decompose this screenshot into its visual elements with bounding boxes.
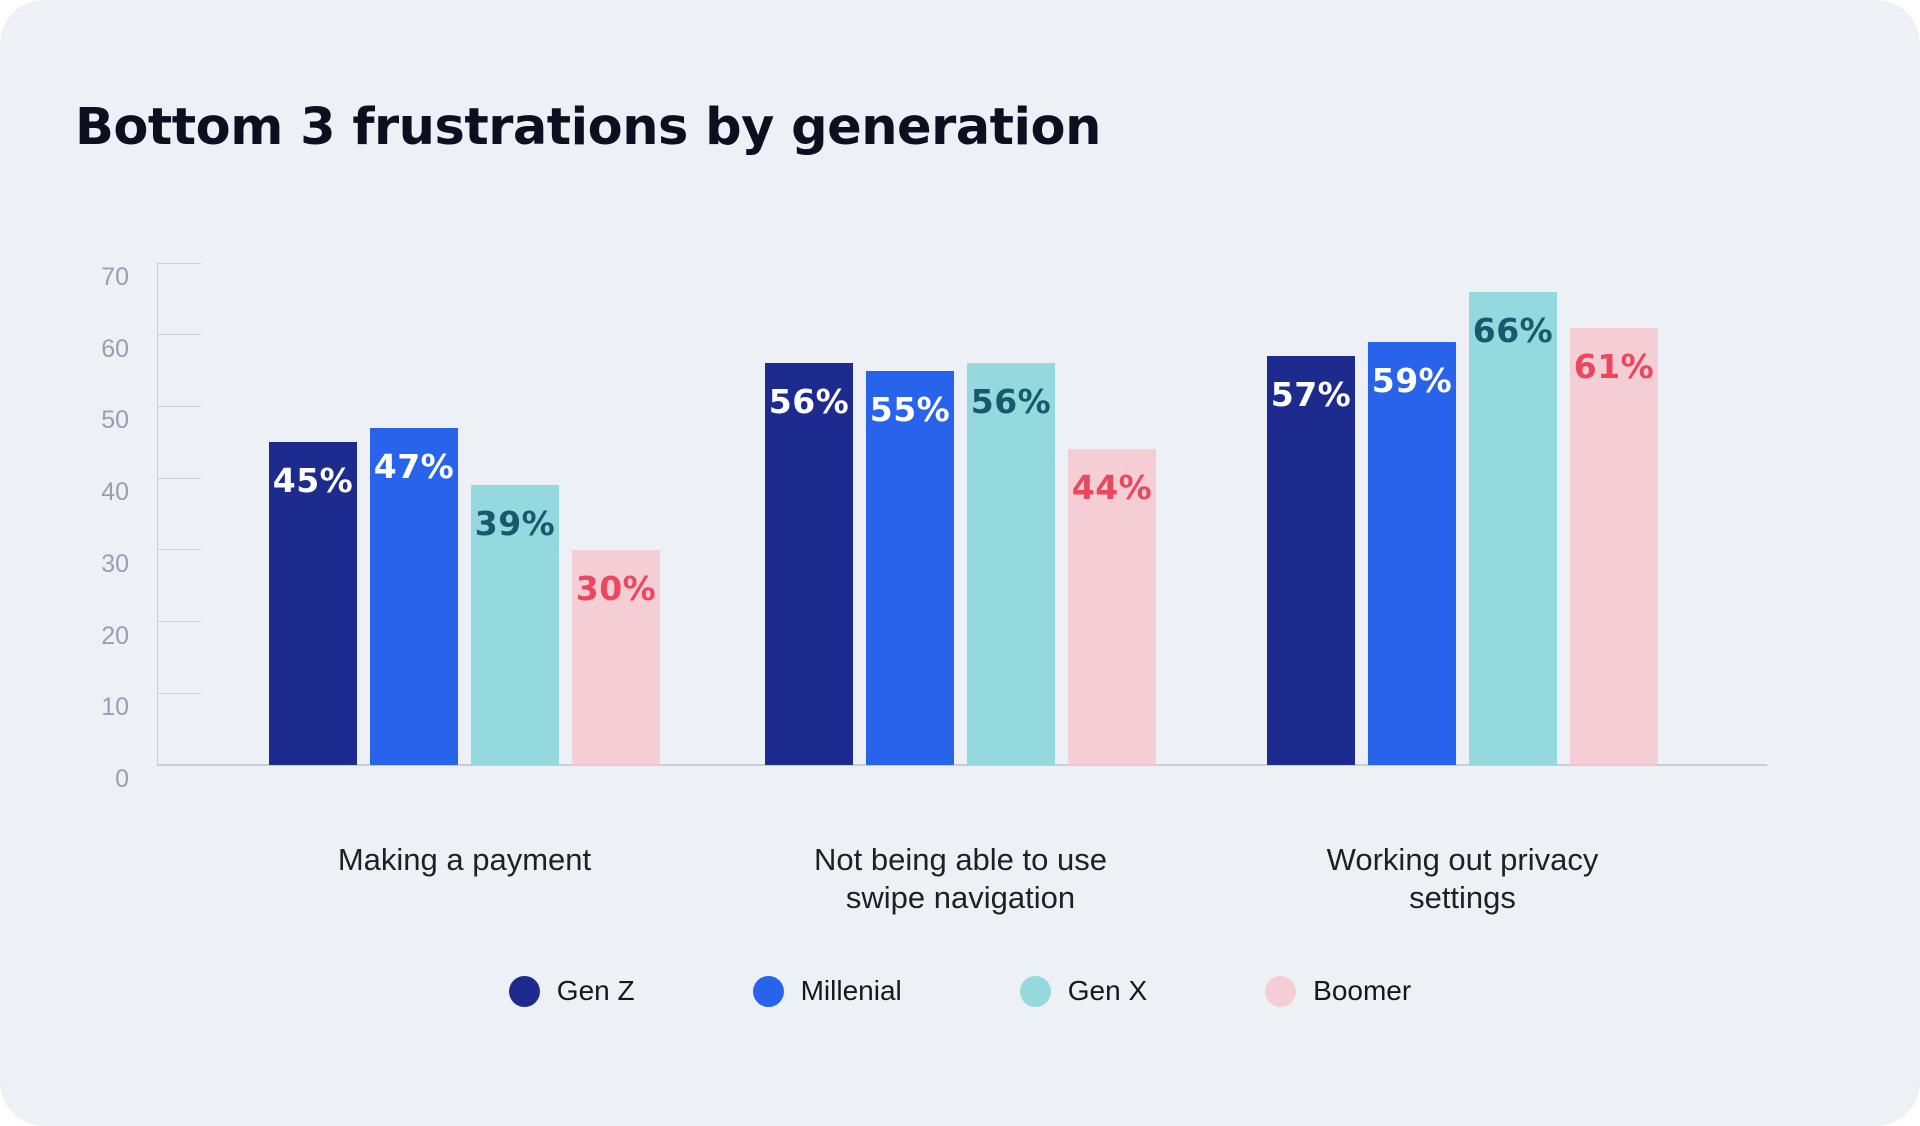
legend-swatch	[1019, 975, 1051, 1007]
legend-swatch	[508, 975, 540, 1007]
bar-value-label: 39%	[474, 504, 556, 544]
bar-value-label: 45%	[272, 461, 354, 501]
y-tick-label: 20	[101, 621, 129, 650]
y-tick-label: 50	[101, 406, 129, 435]
y-tick-label: 30	[101, 549, 129, 578]
legend-swatch	[1265, 975, 1297, 1007]
bar-value-label: 66%	[1472, 310, 1554, 350]
category-label: Not being able to use swipe navigation	[814, 842, 1107, 915]
bar-value-label: 59%	[1371, 360, 1453, 400]
chart-title: Bottom 3 frustrations by generation	[75, 98, 1101, 157]
legend-label: Boomer	[1313, 975, 1412, 1006]
legend-item-gen-x: Gen X	[1019, 975, 1148, 1007]
bar-millenial: 59%	[1368, 341, 1456, 765]
category-label: Working out privacy settings	[1326, 842, 1599, 915]
y-tick-line	[157, 477, 201, 479]
bar-boomer: 61%	[1570, 327, 1658, 765]
bar-gen-z: 56%	[765, 363, 853, 765]
bar-group: 56% 55% 56% 44%	[765, 263, 1156, 765]
bar-boomer: 30%	[572, 549, 660, 765]
legend-label: Gen Z	[556, 975, 635, 1006]
bar-value-label: 61%	[1573, 346, 1655, 386]
legend-label: Gen X	[1067, 975, 1148, 1006]
category-label: Making a payment	[337, 842, 592, 877]
bar-value-label: 47%	[373, 446, 455, 486]
y-tick-line	[157, 692, 201, 694]
y-tick-line	[157, 262, 201, 264]
y-tick-label: 10	[101, 693, 129, 722]
y-tick-label: 40	[101, 478, 129, 507]
bar-gen-z: 57%	[1267, 356, 1355, 765]
y-tick-line	[157, 405, 201, 407]
bar-value-label: 56%	[768, 382, 850, 422]
bar-value-label: 30%	[575, 568, 657, 608]
y-tick-label: 0	[115, 765, 129, 793]
legend-label: Millenial	[800, 975, 902, 1006]
y-tick-line	[157, 334, 201, 336]
bar-boomer: 44%	[1068, 449, 1156, 765]
y-tick-line	[157, 549, 201, 551]
legend: Gen Z Millenial Gen X Boomer	[0, 975, 1920, 1007]
x-axis-line	[157, 764, 1767, 766]
bar-value-label: 44%	[1071, 468, 1153, 508]
legend-item-millenial: Millenial	[752, 975, 902, 1007]
bar-group: 45% 47% 39% 30%	[269, 263, 660, 765]
legend-item-gen-z: Gen Z	[508, 975, 635, 1007]
bar-gen-x: 39%	[471, 485, 559, 765]
y-axis-line	[157, 263, 158, 765]
bar-value-label: 55%	[869, 389, 951, 429]
bar-gen-x: 56%	[967, 363, 1055, 765]
y-tick-line	[157, 621, 201, 623]
bar-value-label: 57%	[1270, 375, 1352, 415]
bar-millenial: 55%	[866, 370, 954, 765]
bar-value-label: 56%	[970, 382, 1052, 422]
y-tick-label: 60	[101, 334, 129, 363]
legend-swatch	[752, 975, 784, 1007]
bar-chart: 0 10 20 30 40 50 60 70 45% 47% 39% 30% 56% 55% 56% 44%…	[101, 262, 1767, 915]
bar-group: 57% 59% 66% 61%	[1267, 263, 1658, 765]
bar-gen-x: 66%	[1469, 291, 1557, 765]
y-tick-label: 70	[101, 263, 129, 291]
bar-gen-z: 45%	[269, 442, 357, 765]
legend-item-boomer: Boomer	[1265, 975, 1411, 1007]
bar-millenial: 47%	[370, 427, 458, 765]
